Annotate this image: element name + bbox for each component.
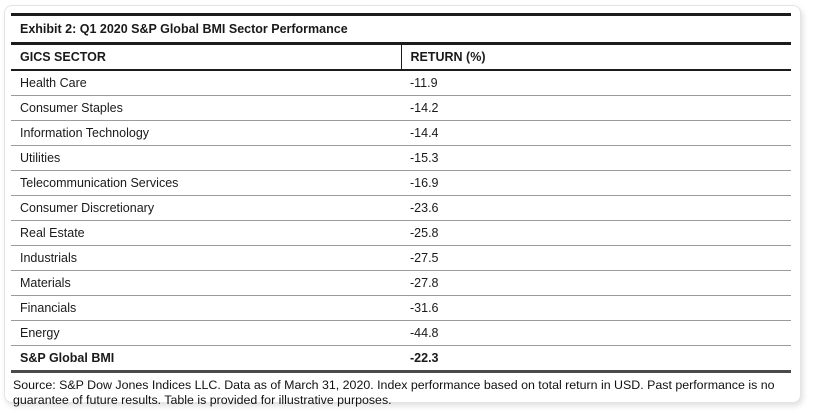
return-cell: -16.9 <box>401 170 791 196</box>
table-row: Financials -31.6 <box>11 295 791 321</box>
table-row: Information Technology -14.4 <box>11 120 791 146</box>
return-cell: -44.8 <box>401 320 791 346</box>
table-row: Consumer Staples -14.2 <box>11 95 791 121</box>
sector-cell: Health Care <box>11 70 401 96</box>
column-header-gics-sector: GICS SECTOR <box>11 43 402 71</box>
return-cell: -14.4 <box>401 120 791 146</box>
column-header-return: RETURN (%) <box>401 43 791 71</box>
exhibit-card: Exhibit 2: Q1 2020 S&P Global BMI Sector… <box>4 5 801 407</box>
return-cell: -27.5 <box>401 245 791 271</box>
return-cell: -22.3 <box>401 345 791 373</box>
sector-cell: Utilities <box>11 145 401 171</box>
sector-cell: S&P Global BMI <box>11 345 401 373</box>
return-cell: -31.6 <box>401 295 791 321</box>
return-cell: -25.8 <box>401 220 791 246</box>
table-row: Industrials -27.5 <box>11 245 791 271</box>
sector-cell: Industrials <box>11 245 401 271</box>
table-row: Utilities -15.3 <box>11 145 791 171</box>
return-cell: -14.2 <box>401 95 791 121</box>
table-row: Materials -27.8 <box>11 270 791 296</box>
table-header-row: GICS SECTOR RETURN (%) <box>11 43 791 71</box>
table-row: Consumer Discretionary -23.6 <box>11 195 791 221</box>
sector-performance-table: Exhibit 2: Q1 2020 S&P Global BMI Sector… <box>11 13 791 373</box>
source-note: Source: S&P Dow Jones Indices LLC. Data … <box>13 378 775 407</box>
exhibit-title-row: Exhibit 2: Q1 2020 S&P Global BMI Sector… <box>11 13 791 45</box>
exhibit-title: Exhibit 2: Q1 2020 S&P Global BMI Sector… <box>11 13 791 45</box>
sector-cell: Financials <box>11 295 401 321</box>
return-cell: -11.9 <box>401 70 791 96</box>
sector-cell: Consumer Staples <box>11 95 401 121</box>
sector-cell: Consumer Discretionary <box>11 195 401 221</box>
sector-cell: Information Technology <box>11 120 401 146</box>
return-cell: -27.8 <box>401 270 791 296</box>
return-cell: -15.3 <box>401 145 791 171</box>
sector-cell: Real Estate <box>11 220 401 246</box>
table-total-row: S&P Global BMI -22.3 <box>11 345 791 373</box>
table-row: Real Estate -25.8 <box>11 220 791 246</box>
table-row: Energy -44.8 <box>11 320 791 346</box>
table-row: Health Care -11.9 <box>11 70 791 96</box>
sector-cell: Energy <box>11 320 401 346</box>
return-cell: -23.6 <box>401 195 791 221</box>
table-row: Telecommunication Services -16.9 <box>11 170 791 196</box>
table-body: Health Care -11.9 Consumer Staples -14.2 Inf… <box>11 70 791 373</box>
sector-cell: Materials <box>11 270 401 296</box>
sector-cell: Telecommunication Services <box>11 170 401 196</box>
